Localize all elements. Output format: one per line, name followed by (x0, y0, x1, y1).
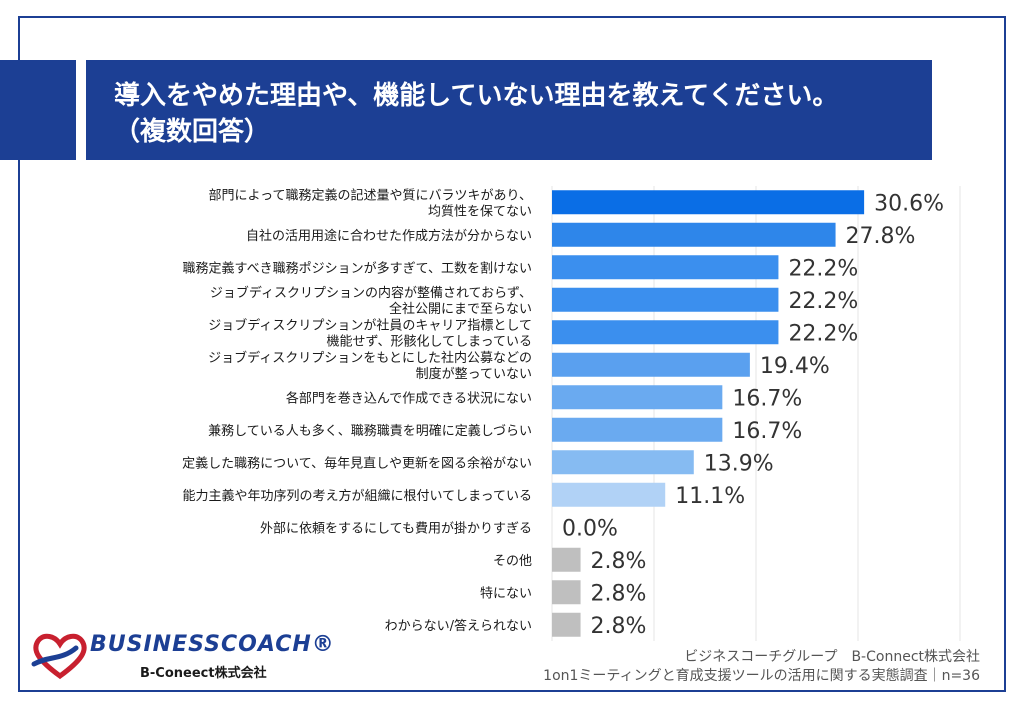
data-label: 16.7% (732, 419, 802, 444)
bar (552, 580, 581, 605)
footer-survey: 1on1ミーティングと育成支援ツールの活用に関する実態調査｜n=36 (543, 668, 980, 684)
data-label: 22.2% (788, 321, 858, 346)
category-label: ジョブディスクリプションが社員のキャリア指標として (208, 317, 532, 333)
bar (552, 547, 581, 572)
data-label: 19.4% (760, 354, 830, 379)
data-label: 2.8% (591, 581, 647, 606)
logo-company: B-Coneect株式会社 (140, 666, 267, 681)
category-label: その他 (493, 554, 532, 569)
category-label: ジョブディスクリプションをもとにした社内公募などの (208, 350, 532, 366)
logo-wordmark: BUSINESSCOACH® (90, 632, 335, 657)
category-label: 各部門を巻き込んで作成できる状況にない (286, 390, 532, 406)
data-label: 22.2% (788, 256, 858, 281)
category-label: 職務定義すべき職務ポジションが多すぎて、工数を割けない (183, 260, 532, 276)
bar (552, 385, 723, 410)
category-label: 定義した職務について、毎年見直しや更新を図る余裕がない (182, 455, 532, 471)
bar (552, 482, 666, 507)
category-label: 兼務している人も多く、職務職責を明確に定義しづらい (208, 423, 532, 439)
category-label: 外部に依頼をするにしても費用が掛かりすぎる (260, 521, 532, 536)
data-label: 11.1% (675, 484, 745, 509)
category-label: 部門によって職務定義の記述量や質にバラツキがあり、 (209, 187, 532, 203)
category-label: ジョブディスクリプションの内容が整備されておらず、 (210, 285, 532, 301)
footer: ビジネスコーチグループ B-Connect株式会社 1on1ミーティングと育成支… (543, 648, 980, 686)
data-label: 13.9% (704, 451, 774, 476)
data-label: 16.7% (732, 386, 802, 411)
data-label: 0.0% (562, 516, 618, 541)
title-banner: 導入をやめた理由や、機能していない理由を教えてください。 （複数回答） (86, 60, 932, 160)
page-subtitle: （複数回答） (114, 117, 271, 147)
bar (552, 417, 723, 442)
page-title: 導入をやめた理由や、機能していない理由を教えてください。 (114, 81, 839, 111)
logo: BUSINESSCOACH® B-Coneect株式会社 (30, 630, 334, 686)
data-label: 27.8% (846, 224, 916, 249)
category-label: 全社公開にまで至らない (389, 301, 532, 317)
bar (552, 352, 750, 377)
footer-source: ビジネスコーチグループ B-Connect株式会社 (684, 649, 980, 665)
bar (552, 222, 836, 247)
bar (552, 612, 581, 637)
data-label: 30.6% (874, 191, 944, 216)
data-label: 2.8% (591, 549, 647, 574)
bar (552, 255, 779, 280)
category-label: わからない/答えられない (385, 618, 532, 634)
left-accent-band (0, 60, 76, 160)
bar (552, 287, 779, 312)
bar (552, 320, 779, 345)
category-label: 特にない (480, 586, 532, 601)
heart-logo-icon (31, 633, 87, 680)
category-label: 制度が整っていない (416, 366, 532, 382)
category-label: 自社の活用用途に合わせた作成方法が分からない (246, 228, 532, 244)
data-label: 22.2% (788, 289, 858, 314)
bar (552, 190, 865, 215)
category-label: 能力主義や年功序列の考え方が組織に根付いてしまっている (183, 488, 532, 504)
bar (552, 450, 694, 475)
category-label: 機能せず、形骸化してしまっている (326, 334, 532, 349)
category-label: 均質性を保てない (428, 204, 532, 219)
data-label: 2.8% (591, 614, 647, 639)
